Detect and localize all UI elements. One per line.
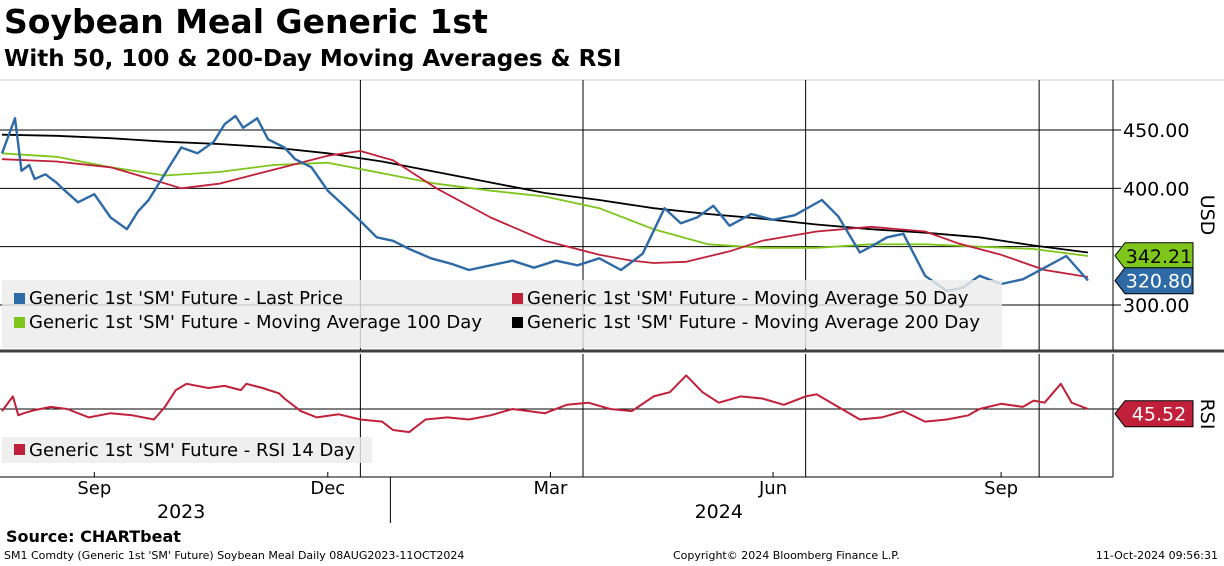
legend-swatch-ma100: [14, 317, 25, 328]
last-value-tag-price-text: 320.80: [1126, 271, 1192, 293]
legend-swatch-ma200: [512, 317, 523, 328]
x-tick-label-sep-0: Sep: [77, 478, 111, 499]
series-line-ma200: [1, 133, 1089, 254]
last-value-tag-price-shape: [1114, 267, 1194, 295]
legend-swatch-price: [14, 293, 25, 304]
legend-label-price: Generic 1st 'SM' Future - Last Price: [29, 288, 343, 309]
x-tick-label-mar-2: Mar: [533, 478, 568, 499]
copyright-note: Copyright© 2024 Bloomberg Finance L.P.: [673, 549, 900, 562]
last-value-tag-ma100: 342.21: [1114, 242, 1194, 270]
legend-label-ma50: Generic 1st 'SM' Future - Moving Average…: [527, 288, 969, 309]
rsi-legend-box: [2, 437, 372, 463]
chart-subtitle: With 50, 100 & 200-Day Moving Averages &…: [4, 46, 622, 72]
price-ytick-label-400: 400.00: [1123, 178, 1189, 200]
x-year-label-2024: 2024: [695, 501, 743, 523]
legend-swatch-ma50: [512, 293, 523, 304]
chart-title: Soybean Meal Generic 1st: [4, 2, 488, 41]
series-line-ma100: [1, 152, 1089, 257]
rsi-y-axis-title: RSI: [1196, 399, 1218, 430]
price-ytick-label-300: 300.00: [1123, 295, 1189, 317]
price-y-axis-title: USD: [1196, 195, 1218, 236]
price-legend: Generic 1st 'SM' Future - Last Price Gene…: [2, 280, 1002, 348]
legend-label-ma100: Generic 1st 'SM' Future - Moving Average…: [29, 312, 482, 333]
price-legend-box: [2, 280, 1002, 348]
legend-label-ma200: Generic 1st 'SM' Future - Moving Average…: [527, 312, 980, 333]
rsi-legend: Generic 1st 'SM' Future - RSI 14 Day: [2, 437, 372, 463]
last-value-tag-ma100-text: 342.21: [1126, 246, 1192, 268]
legend-swatch-rsi: [14, 444, 25, 455]
last-value-tag-ma100-shape: [1114, 242, 1194, 270]
last-value-tag-rsi-shape: [1114, 400, 1194, 428]
last-value-tag-rsi-text: 45.52: [1132, 404, 1186, 426]
series-line-rsi: [1, 374, 1089, 434]
x-tick-label-dec-1: Dec: [310, 478, 345, 499]
x-tick-label-sep-4: Sep: [984, 478, 1018, 499]
last-value-tag-rsi: 45.52: [1114, 400, 1194, 428]
last-value-tag-price: 320.80: [1114, 267, 1194, 295]
legend-label-rsi: Generic 1st 'SM' Future - RSI 14 Day: [29, 440, 355, 461]
series-line-ma50: [1, 150, 1089, 278]
x-year-label-2023: 2023: [157, 501, 205, 523]
series-line-price: [0, 114, 1089, 293]
source-note: Source: CHARTbeat: [6, 527, 181, 546]
ticker-info: SM1 Comdty (Generic 1st 'SM' Future) Soy…: [4, 549, 465, 562]
x-tick-label-jun-3: Jun: [758, 478, 787, 499]
timestamp: 11-Oct-2024 09:56:31: [1095, 549, 1218, 562]
price-ytick-label-450: 450.00: [1123, 120, 1189, 142]
